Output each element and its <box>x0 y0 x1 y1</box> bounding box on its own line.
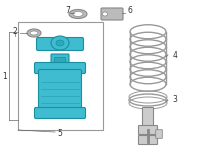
FancyBboxPatch shape <box>35 62 86 74</box>
FancyBboxPatch shape <box>138 126 158 135</box>
Ellipse shape <box>103 12 108 16</box>
Text: 6: 6 <box>128 5 132 15</box>
Text: 2: 2 <box>13 26 17 35</box>
Ellipse shape <box>56 40 64 46</box>
Ellipse shape <box>73 11 83 16</box>
FancyBboxPatch shape <box>35 107 86 118</box>
Text: 7: 7 <box>66 5 70 15</box>
Text: 1: 1 <box>3 71 7 81</box>
FancyBboxPatch shape <box>51 54 69 70</box>
Text: 3: 3 <box>173 96 177 105</box>
FancyBboxPatch shape <box>101 8 123 20</box>
Ellipse shape <box>51 36 69 50</box>
Ellipse shape <box>27 29 41 37</box>
Ellipse shape <box>30 31 38 35</box>
FancyBboxPatch shape <box>37 37 84 51</box>
Text: 5: 5 <box>58 130 62 138</box>
Text: 4: 4 <box>173 51 177 60</box>
FancyBboxPatch shape <box>55 57 66 66</box>
FancyBboxPatch shape <box>138 136 158 145</box>
FancyBboxPatch shape <box>156 130 162 138</box>
FancyBboxPatch shape <box>39 70 82 117</box>
Ellipse shape <box>69 10 87 19</box>
FancyBboxPatch shape <box>142 107 154 131</box>
